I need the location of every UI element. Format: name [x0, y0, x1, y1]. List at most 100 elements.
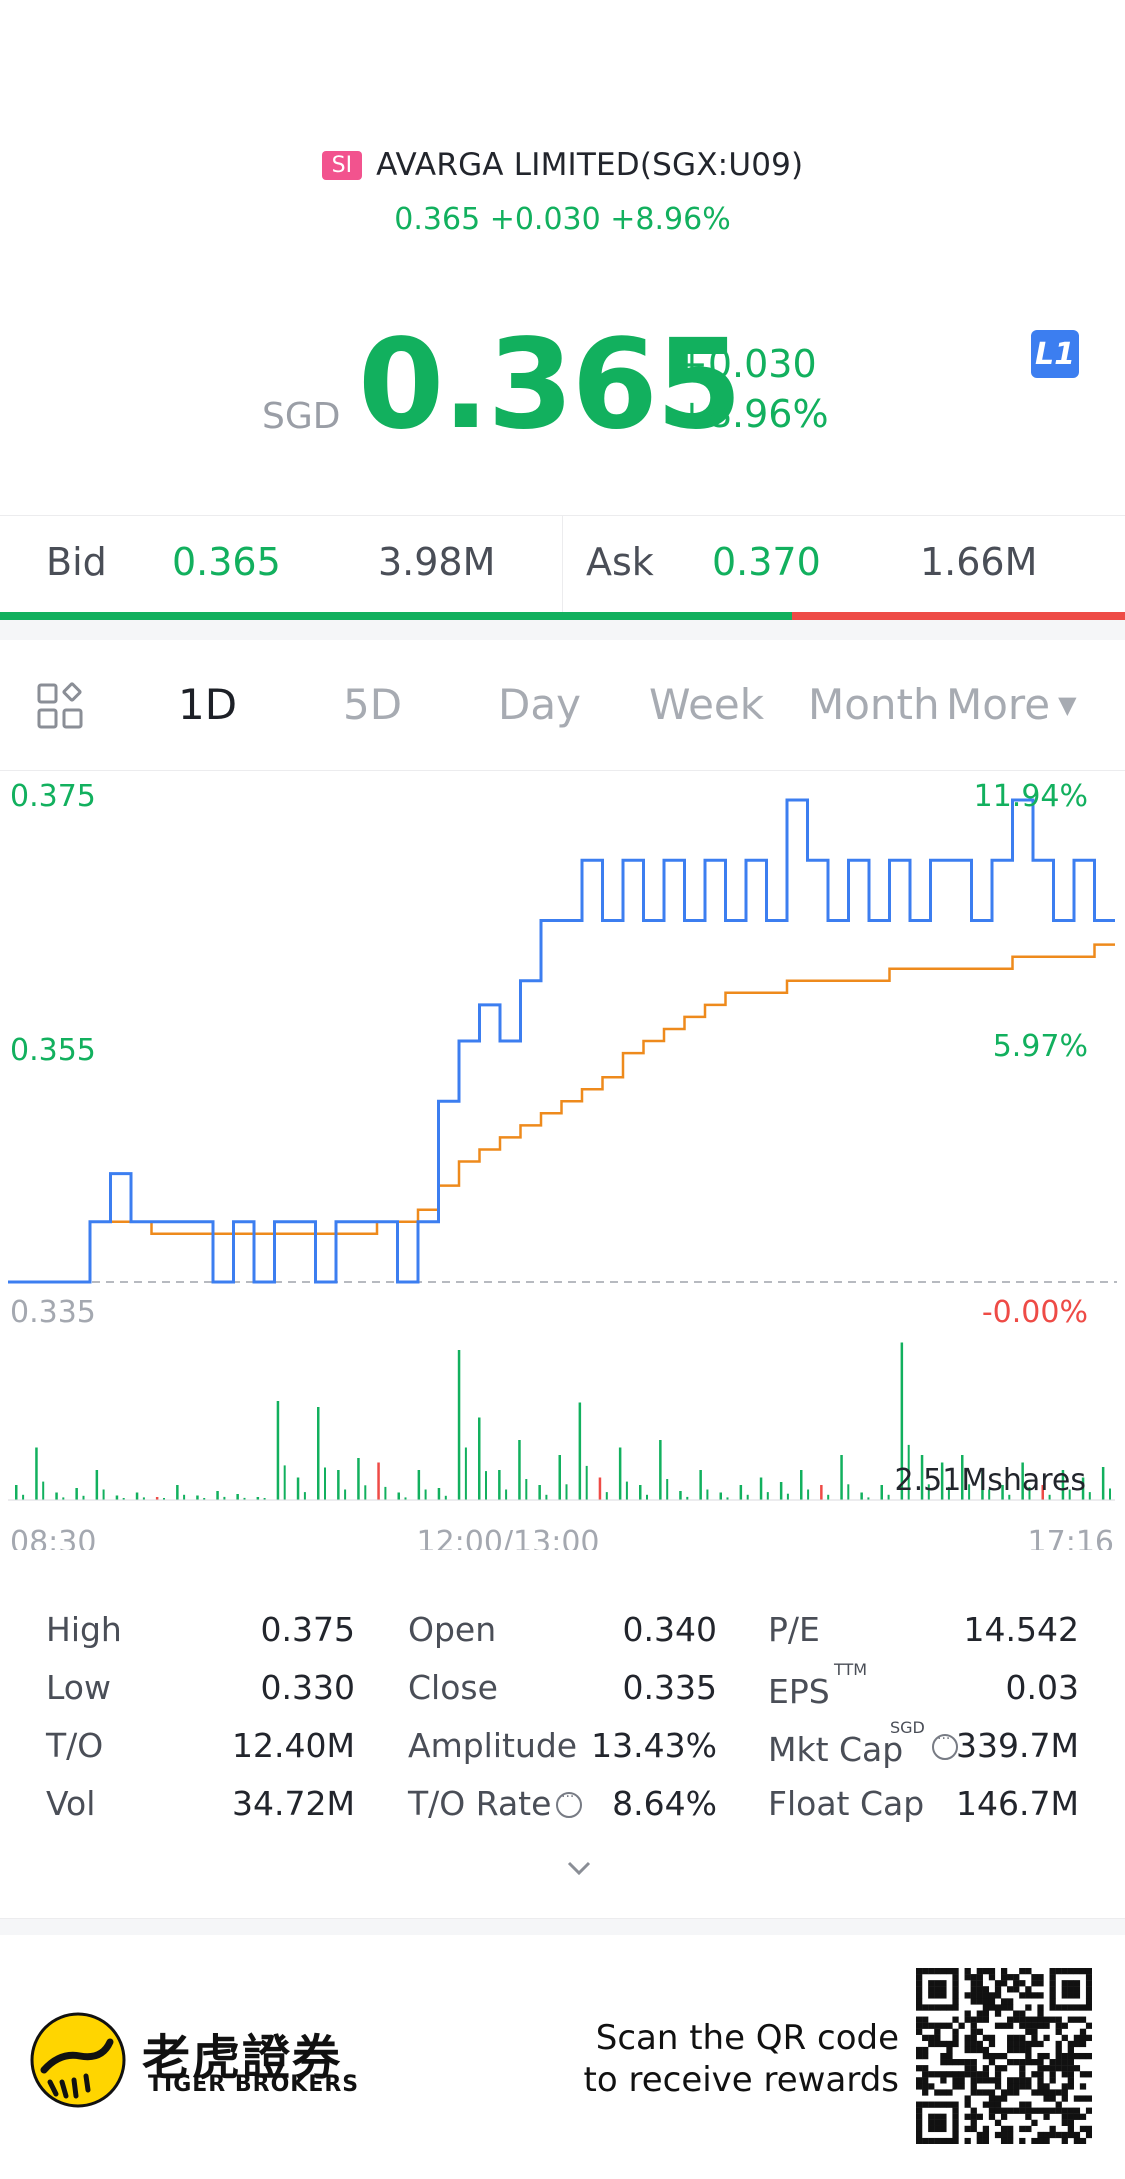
tab-week[interactable]: Week: [649, 680, 765, 729]
volume-bar: [424, 1489, 427, 1500]
tab-5d[interactable]: 5D: [343, 680, 403, 729]
qr-module: [964, 2137, 971, 2144]
volume-bar: [357, 1458, 360, 1500]
info-icon[interactable]: [932, 1731, 958, 1760]
qr-module: [1049, 2016, 1056, 2023]
qr-module: [916, 2016, 923, 2023]
divider: [562, 516, 563, 612]
qr-module: [976, 2071, 983, 2078]
qr-module: [1007, 2137, 1014, 2144]
qr-module: [934, 1986, 941, 1993]
volume-bar: [947, 1486, 950, 1500]
volume-bar: [988, 1489, 991, 1500]
qr-module: [964, 2101, 971, 2108]
qr-module: [994, 1992, 1002, 1999]
qr-module: [1085, 2034, 1092, 2042]
volume-bar: [55, 1492, 58, 1500]
stat-turnover-value: 12.40M: [232, 1726, 355, 1765]
qr-module: [988, 2095, 996, 2102]
qr-module: [1013, 1980, 1020, 1987]
tab-month[interactable]: Month: [808, 680, 940, 729]
volume-bar: [759, 1477, 763, 1500]
qr-module: [1049, 2059, 1056, 2066]
qr-module: [1085, 1998, 1092, 2005]
qr-module: [1043, 2095, 1050, 2102]
qr-module: [1067, 2125, 1074, 2133]
volume-bar: [344, 1489, 347, 1500]
qr-module: [952, 1998, 959, 2005]
qr-module: [1067, 2113, 1074, 2120]
qr-module: [1067, 2071, 1074, 2078]
volume-bar: [625, 1481, 628, 1500]
qr-module: [916, 2119, 923, 2126]
qr-module: [940, 2119, 947, 2126]
qr-module: [1013, 2107, 1020, 2114]
ask-strength-bar: [792, 612, 1125, 620]
volume-label: 2.51Mshares: [895, 1463, 1086, 1498]
qr-module: [922, 2016, 929, 2023]
qr-module: [1031, 2059, 1038, 2066]
qr-module: [1007, 2059, 1014, 2066]
volume-bar: [317, 1407, 320, 1500]
stat-low-label: Low: [46, 1668, 111, 1707]
chevron-down-icon[interactable]: [566, 1855, 592, 1881]
stat-turnover-label: T/O: [46, 1726, 104, 1765]
tab-1d[interactable]: 1D: [178, 680, 238, 729]
qr-module: [934, 2137, 941, 2144]
qr-module: [994, 2004, 1002, 2011]
qr-module: [982, 2046, 990, 2054]
qr-module: [976, 2040, 983, 2048]
qr-module: [928, 2022, 935, 2029]
info-icon[interactable]: [556, 1789, 582, 1818]
volume-bar: [558, 1455, 561, 1500]
qr-module: [928, 2125, 935, 2133]
stat-mktcap-value: 339.7M: [956, 1726, 1079, 1765]
volume-bar: [1041, 1485, 1044, 1500]
qr-module: [1019, 2101, 1026, 2108]
qr-module: [1073, 2065, 1081, 2072]
qr-module: [934, 2034, 941, 2042]
volume-bar: [437, 1488, 441, 1500]
qr-module: [1061, 2059, 1068, 2066]
volume-bar: [457, 1350, 461, 1500]
qr-module: [928, 2083, 935, 2090]
order-book[interactable]: Bid 0.365 3.98M Ask 0.370 1.66M: [0, 516, 1125, 612]
qr-module: [1007, 1986, 1014, 1993]
level1-badge[interactable]: L1: [1031, 330, 1079, 378]
qr-module: [988, 2101, 996, 2108]
qr-module: [964, 1974, 971, 1981]
qr-code[interactable]: [916, 1968, 1092, 2144]
volume-bar: [203, 1498, 206, 1500]
volume-bar: [478, 1417, 481, 1500]
volume-bar: [598, 1477, 602, 1500]
qr-module: [988, 2113, 996, 2120]
qr-module: [916, 2137, 923, 2144]
qr-module: [1025, 2125, 1032, 2133]
qr-module: [1079, 2125, 1087, 2133]
tab-more[interactable]: More ▼: [946, 680, 1077, 729]
qr-module: [976, 2137, 983, 2144]
chart-layout-icon[interactable]: [36, 682, 86, 732]
ask-price: 0.370: [712, 540, 821, 584]
qr-module: [1085, 2125, 1092, 2133]
qr-module: [982, 1986, 990, 1993]
qr-module: [976, 2046, 983, 2054]
qr-module: [1019, 2059, 1026, 2066]
qr-module: [1037, 2065, 1044, 2072]
volume-bar: [135, 1492, 139, 1500]
qr-module: [970, 2040, 977, 2048]
qr-module: [916, 2022, 923, 2029]
qr-module: [964, 2034, 971, 2042]
divider: [0, 515, 1125, 516]
qr-module: [1013, 2010, 1020, 2017]
qr-module: [1019, 2137, 1026, 2144]
tab-day[interactable]: Day: [498, 680, 581, 729]
x-label-start: 08:30: [10, 1525, 96, 1550]
stat-mktcap-sup: SGD: [890, 1718, 925, 1737]
qr-module: [982, 2071, 990, 2078]
qr-module: [1043, 2113, 1050, 2120]
qr-module: [1067, 1980, 1074, 1987]
qr-module: [1019, 1992, 1026, 1999]
intraday-chart[interactable]: 0.375 0.355 0.335 11.94% 5.97% -0.00% 2.…: [0, 770, 1125, 1550]
qr-module: [1049, 2125, 1056, 2133]
